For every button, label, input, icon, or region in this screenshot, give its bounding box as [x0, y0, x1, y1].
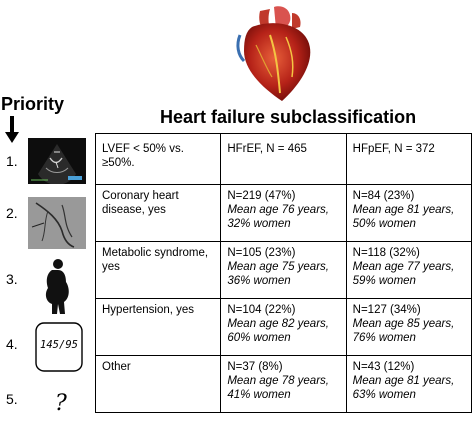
- priority-number-4: 4.: [6, 336, 18, 352]
- coronary-angiogram-icon: [28, 197, 86, 249]
- table-row: Hypertension, yes N=104 (22%) Mean age 82…: [94, 298, 473, 356]
- detail-text: Mean age 75 years, 36% women: [227, 261, 329, 287]
- table-row: Other N=37 (8%) Mean age 78 years, 41% wo…: [94, 355, 473, 413]
- count-text: N=105 (23%): [227, 247, 296, 259]
- detail-text: Mean age 78 years, 41% women: [227, 375, 329, 401]
- obese-person-silhouette-icon: [45, 259, 69, 314]
- hfpef-cell: N=43 (12%) Mean age 81 years, 63% women: [345, 355, 473, 413]
- count-text: N=127 (34%): [352, 304, 421, 316]
- hfref-cell: N=219 (47%) Mean age 76 years, 32% women: [220, 184, 347, 242]
- count-text: N=37 (8%): [227, 361, 283, 373]
- detail-text: Mean age 77 years, 59% women: [352, 261, 455, 287]
- criterion-cell: Coronary heart disease, yes: [94, 184, 222, 242]
- criterion-cell: Metabolic syndrome, yes: [94, 241, 222, 299]
- criterion-cell: Hypertension, yes: [94, 298, 222, 356]
- priority-label: Priority: [1, 94, 65, 114]
- count-text: N=84 (23%): [352, 190, 415, 202]
- hfpef-cell: N=118 (32%) Mean age 77 years, 59% women: [345, 241, 473, 299]
- detail-text: Mean age 81 years, 63% women: [352, 375, 455, 401]
- hfref-cell: N=104 (22%) Mean age 82 years, 60% women: [220, 298, 347, 356]
- question-mark-icon: ?: [55, 391, 67, 416]
- table-header-row: LVEF < 50% vs. ≥50%. HFrEF, N = 465 HFpE…: [94, 133, 473, 185]
- header-hfpef: HFpEF, N = 372: [345, 133, 473, 185]
- table-row: Metabolic syndrome, yes N=105 (23%) Mean …: [94, 241, 473, 299]
- hfpef-cell: N=127 (34%) Mean age 85 years, 76% women: [345, 298, 473, 356]
- priority-number-5: 5.: [6, 391, 18, 407]
- count-text: N=219 (47%): [227, 190, 296, 202]
- priority-number-1: 1.: [6, 153, 18, 169]
- blood-pressure-monitor-icon: 145/95: [35, 322, 83, 372]
- count-text: N=118 (32%): [352, 247, 420, 259]
- criterion-cell: Other: [94, 355, 222, 413]
- detail-text: Mean age 81 years, 50% women: [352, 204, 455, 230]
- detail-text: Mean age 85 years, 76% women: [352, 318, 455, 344]
- header-hfref: HFrEF, N = 465: [220, 133, 347, 185]
- priority-number-3: 3.: [6, 271, 18, 287]
- detail-text: Mean age 82 years, 60% women: [227, 318, 329, 344]
- down-arrow-icon: [5, 116, 19, 143]
- count-text: N=104 (22%): [227, 304, 296, 316]
- echocardiogram-icon: [28, 138, 86, 184]
- heart-illustration: [236, 6, 311, 101]
- blood-pressure-reading: 145/95: [40, 339, 78, 351]
- header-criterion: LVEF < 50% vs. ≥50%.: [94, 133, 222, 185]
- hfref-cell: N=37 (8%) Mean age 78 years, 41% women: [220, 355, 347, 413]
- page-title: Heart failure subclassification: [160, 107, 417, 127]
- detail-text: Mean age 76 years, 32% women: [227, 204, 329, 230]
- count-text: N=43 (12%): [352, 361, 415, 373]
- hfpef-cell: N=84 (23%) Mean age 81 years, 50% women: [345, 184, 473, 242]
- subclassification-table: LVEF < 50% vs. ≥50%. HFrEF, N = 465 HFpE…: [94, 133, 473, 413]
- hfref-cell: N=105 (23%) Mean age 75 years, 36% women: [220, 241, 347, 299]
- priority-number-2: 2.: [6, 205, 18, 221]
- table-row: Coronary heart disease, yes N=219 (47%) M…: [94, 184, 473, 242]
